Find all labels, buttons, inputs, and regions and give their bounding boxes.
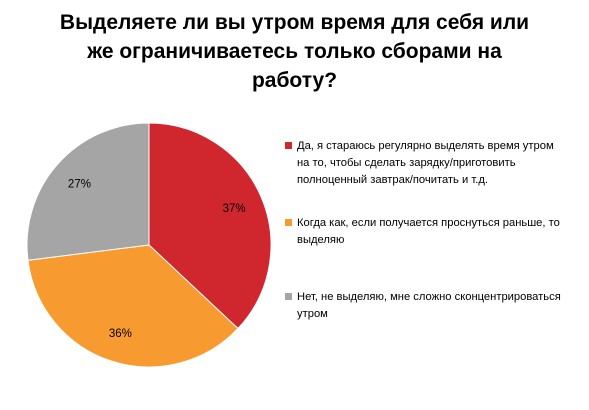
slice-label-no: 27% bbox=[68, 179, 91, 191]
chart-title-line-3: работу? bbox=[251, 69, 338, 92]
legend-item-yes: Да, я стараюсь регулярно выделять время … bbox=[285, 138, 565, 189]
slice-label-sometimes: 36% bbox=[109, 328, 132, 340]
pie-slice-yes bbox=[148, 122, 272, 330]
legend-swatch-sometimes bbox=[285, 219, 292, 226]
chart-title-line-2: же ограничиваетесь только сборами на bbox=[87, 40, 502, 63]
legend-swatch-no bbox=[285, 293, 292, 300]
slice-label-yes: 37% bbox=[223, 203, 246, 215]
legend-label-no: Нет, не выделяю, мне сложно сконцентриро… bbox=[297, 291, 561, 320]
chart-title-line-1: Выделяете ли вы утром время для себя или bbox=[59, 11, 530, 34]
legend-label-sometimes: Когда как, если получается проснуться ра… bbox=[297, 217, 560, 246]
legend-label-yes: Да, я стараюсь регулярно выделять время … bbox=[297, 140, 554, 186]
legend-item-no: Нет, не выделяю, мне сложно сконцентриро… bbox=[285, 289, 565, 323]
legend-item-sometimes: Когда как, если получается проснуться ра… bbox=[285, 215, 565, 249]
pie-slice-sometimes bbox=[27, 244, 239, 368]
legend-swatch-yes bbox=[285, 142, 292, 149]
pie-slice-no bbox=[26, 122, 150, 261]
chart-title: Выделяете ли вы утром время для себя или… bbox=[0, 8, 589, 95]
